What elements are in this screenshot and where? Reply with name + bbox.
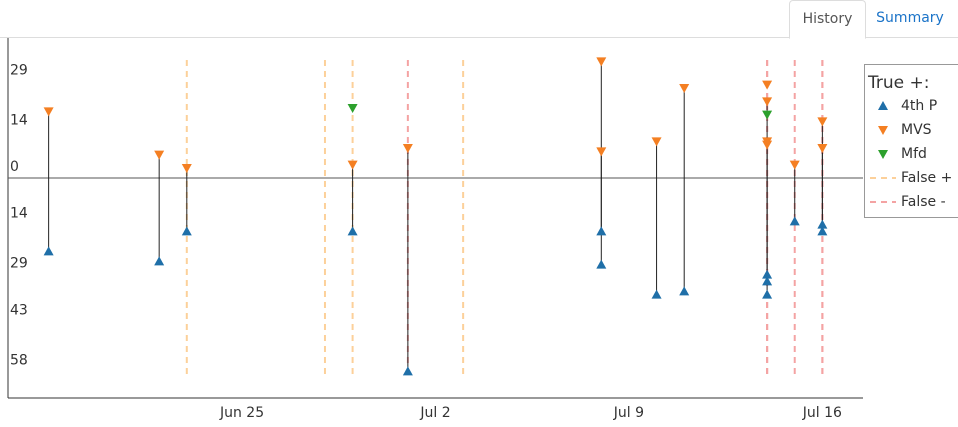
y-tick-label: 43 <box>10 302 28 318</box>
legend-symbol <box>878 126 888 135</box>
point <box>402 366 413 376</box>
legend-label: False - <box>901 194 946 210</box>
point <box>181 226 192 236</box>
point <box>789 216 800 226</box>
legend-label: False + <box>901 170 952 186</box>
point <box>154 150 165 160</box>
point <box>43 107 54 117</box>
point <box>762 289 773 299</box>
point <box>43 246 54 256</box>
point <box>762 276 773 286</box>
point <box>347 160 358 170</box>
x-tick-label: Jun 25 <box>219 405 264 421</box>
point <box>762 137 773 147</box>
y-tick-label: 14 <box>10 206 28 222</box>
point <box>347 104 358 113</box>
point <box>817 226 828 236</box>
point <box>181 164 192 173</box>
x-tick-label: Jul 2 <box>419 405 450 421</box>
legend-label: MVS <box>901 122 932 138</box>
point <box>817 219 828 229</box>
legend-title: True +: <box>867 73 929 93</box>
point <box>762 269 773 279</box>
point <box>402 144 413 153</box>
legend-symbol <box>878 101 888 110</box>
point <box>817 117 828 127</box>
point <box>596 259 607 269</box>
legend-box <box>864 64 958 218</box>
point <box>762 97 773 107</box>
point <box>347 226 358 236</box>
point <box>789 160 800 170</box>
point <box>154 256 165 266</box>
tab-history[interactable]: History <box>789 0 866 39</box>
point <box>596 226 607 236</box>
y-tick-label: 14 <box>10 112 28 128</box>
point <box>596 147 607 157</box>
x-tick-label: Jul 16 <box>802 405 842 421</box>
tab-divider <box>0 37 958 38</box>
point <box>651 289 662 299</box>
point <box>596 57 607 67</box>
point <box>679 286 690 296</box>
point <box>679 84 690 93</box>
point <box>762 80 773 90</box>
y-tick-label: 0 <box>10 159 19 175</box>
legend-label: Mfd <box>901 146 927 162</box>
legend-label: 4th P <box>901 98 937 114</box>
x-tick-label: Jul 9 <box>613 405 644 421</box>
point <box>651 137 662 147</box>
y-tick-label: 58 <box>10 352 28 368</box>
point <box>817 144 828 153</box>
legend-symbol <box>878 150 888 159</box>
y-tick-label: 29 <box>10 256 28 272</box>
point <box>762 110 773 120</box>
y-tick-label: 29 <box>10 62 28 78</box>
tab-summary[interactable]: Summary <box>876 10 944 26</box>
